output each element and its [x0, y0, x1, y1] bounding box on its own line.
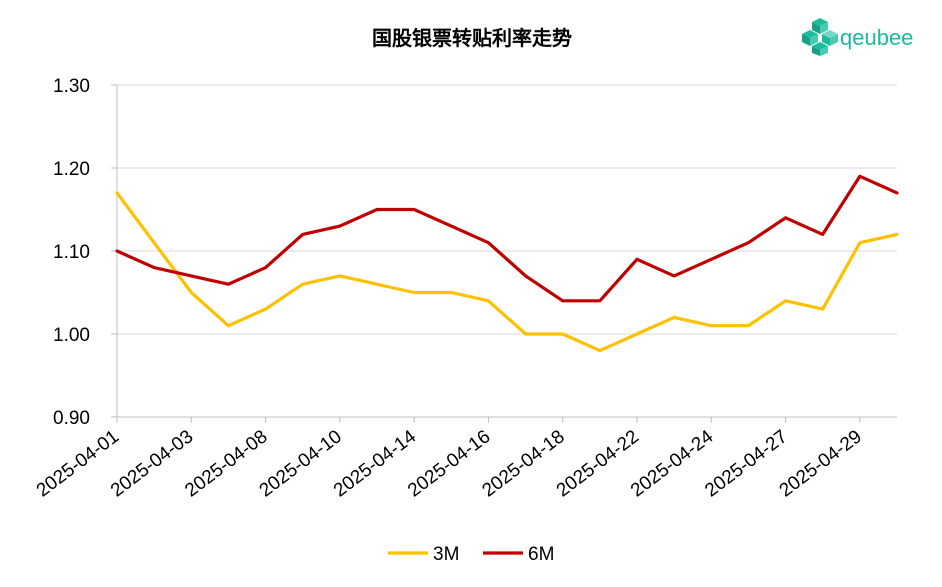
x-tick-label: 2025-04-27: [701, 426, 791, 501]
y-tick-label: 0.90: [53, 408, 90, 429]
data-point: [710, 324, 713, 327]
x-tick-label: 2025-04-03: [107, 426, 197, 501]
y-tick-label: 1.00: [53, 325, 90, 346]
data-point: [672, 316, 676, 319]
data-point: [412, 291, 416, 294]
x-tick-label: 2025-04-01: [33, 426, 123, 501]
data-point: [895, 191, 899, 195]
chart-title: 国股银票转贴利率走势: [372, 26, 572, 50]
x-tick-label: 2025-04-10: [256, 426, 346, 501]
data-point: [264, 307, 267, 311]
data-point: [710, 258, 713, 261]
data-point: [784, 299, 787, 302]
grid: [117, 84, 897, 335]
data-point: [784, 216, 787, 219]
legend: 3M 6M: [388, 544, 554, 565]
data-point: [450, 224, 453, 228]
data-point: [487, 299, 490, 302]
data-point: [598, 299, 602, 302]
series-line-6m: [115, 174, 899, 303]
y-tick-label: 1.20: [53, 159, 90, 180]
data-point: [635, 258, 639, 261]
x-tick-label: 2025-04-16: [404, 426, 494, 501]
data-point: [487, 241, 490, 244]
data-point: [115, 191, 119, 195]
data-point: [672, 274, 676, 278]
x-tick-label: 2025-04-18: [478, 426, 568, 501]
data-point: [190, 291, 193, 294]
data-point: [561, 299, 564, 302]
data-point: [598, 349, 602, 352]
data-point: [561, 332, 564, 336]
data-point: [821, 233, 824, 236]
logo-text: qeubee: [840, 25, 913, 50]
x-tick-label: 2025-04-29: [776, 426, 866, 501]
x-ticks: 2025-04-012025-04-032025-04-082025-04-10…: [33, 417, 866, 501]
y-ticks: 1.30 1.20 1.10 1.00 0.90: [53, 76, 117, 429]
data-point: [858, 175, 862, 178]
data-point: [524, 332, 527, 336]
x-tick-label: 2025-04-08: [181, 426, 271, 501]
data-point: [338, 274, 342, 278]
data-point: [450, 291, 453, 294]
data-point: [338, 224, 342, 228]
data-point: [152, 266, 156, 269]
cube-logo-icon: [802, 18, 838, 56]
data-point: [227, 324, 230, 327]
logo: qeubee: [802, 18, 913, 56]
data-point: [821, 307, 824, 311]
data-point: [524, 274, 527, 278]
x-tick-label: 2025-04-14: [330, 426, 421, 502]
y-tick-label: 1.10: [53, 242, 90, 263]
x-tick-label: 2025-04-22: [553, 426, 643, 501]
data-point: [375, 283, 379, 286]
data-point: [152, 241, 156, 244]
y-tick-label: 1.30: [53, 76, 90, 97]
x-tick-label: 2025-04-24: [627, 426, 718, 502]
series-line-3m: [115, 191, 899, 353]
data-point: [412, 208, 416, 211]
data-point: [858, 241, 862, 244]
data-point: [264, 266, 267, 269]
legend-label: 3M: [433, 544, 459, 565]
data-point: [115, 249, 119, 253]
data-point: [747, 241, 750, 244]
data-point: [190, 274, 193, 278]
data-point: [895, 233, 899, 236]
data-point: [747, 324, 750, 327]
data-point: [301, 283, 304, 286]
legend-label: 6M: [528, 544, 554, 565]
data-point: [635, 332, 639, 336]
data-point: [301, 233, 304, 236]
series: [115, 174, 899, 353]
data-point: [375, 208, 379, 211]
data-point: [227, 283, 230, 286]
